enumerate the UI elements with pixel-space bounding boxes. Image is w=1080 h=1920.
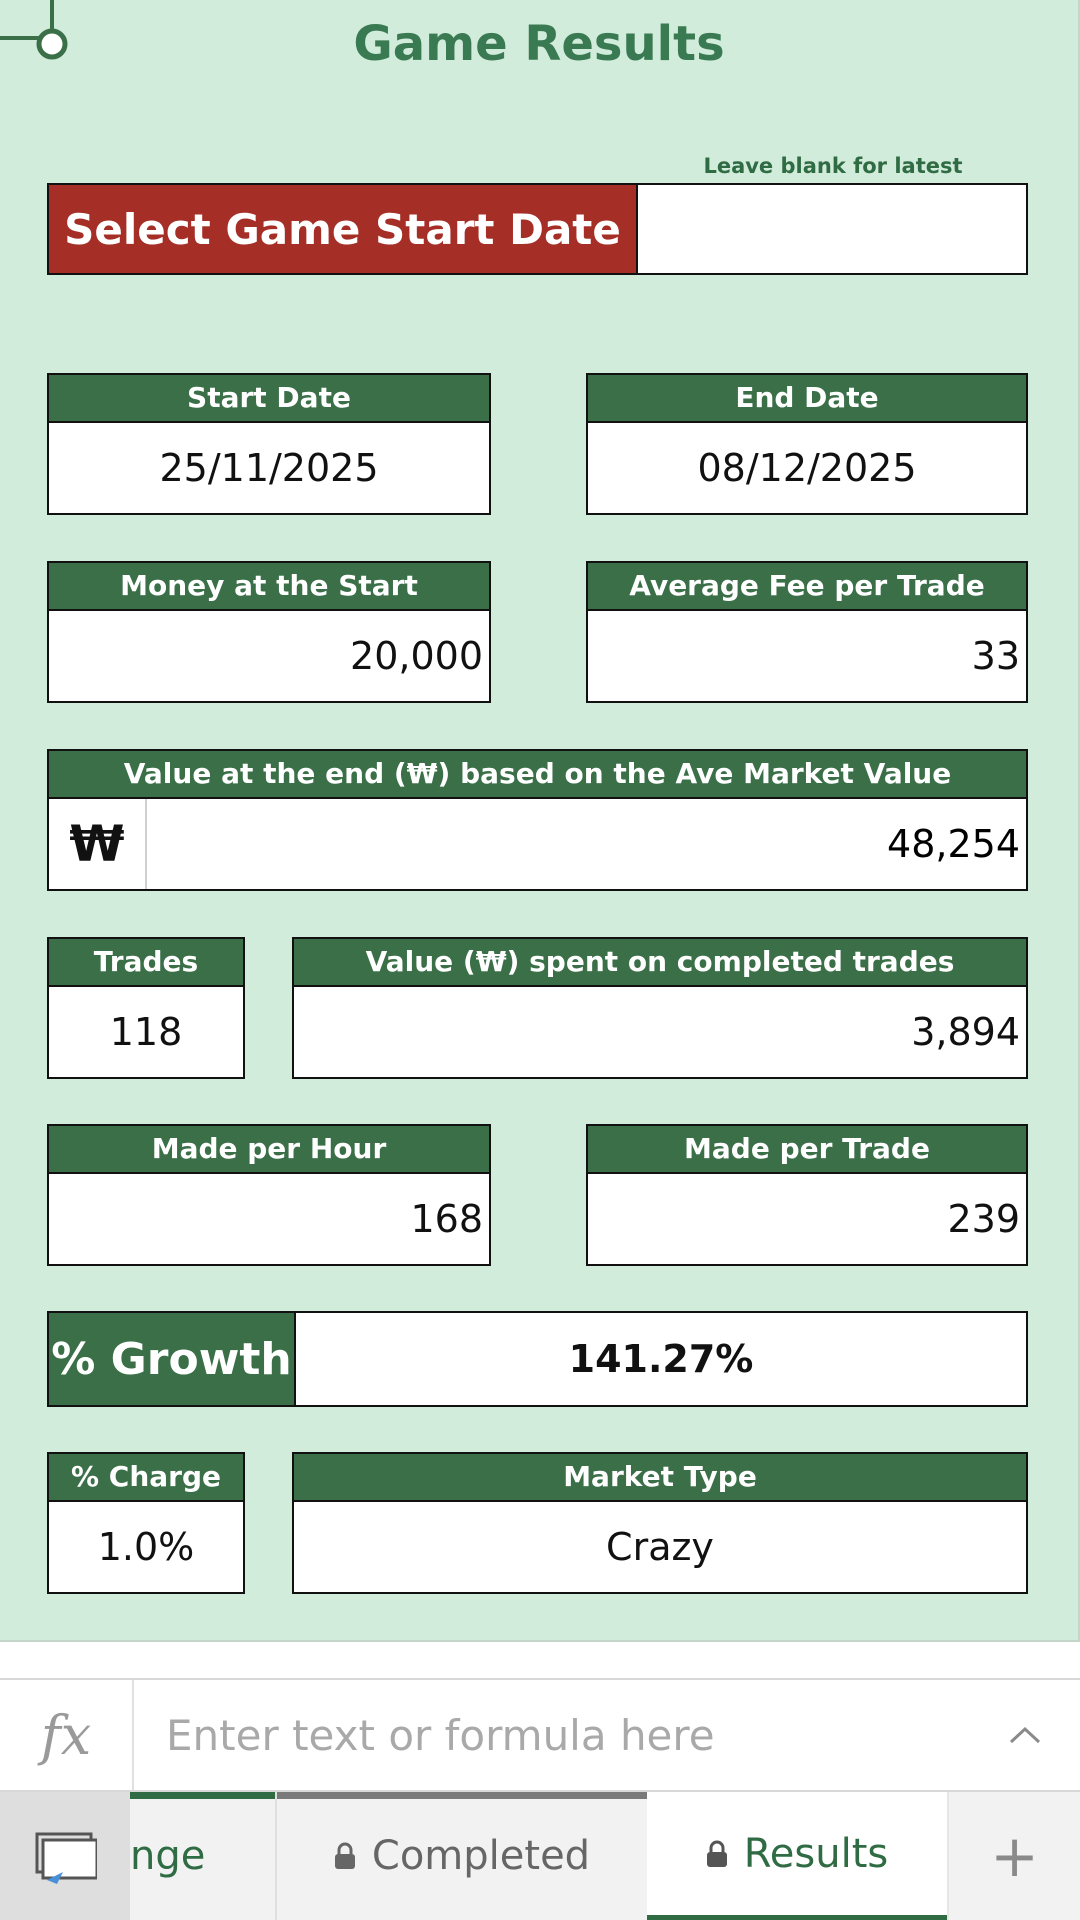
made-hour-card: Made per Hour 168	[47, 1124, 491, 1266]
end-date-card: End Date 08/12/2025	[586, 373, 1028, 515]
start-date-header: Start Date	[49, 375, 489, 423]
chevron-up-icon[interactable]	[970, 1680, 1080, 1790]
sheet-tabs: nge Completed Results +	[0, 1792, 1080, 1920]
avg-fee-card: Average Fee per Trade 33	[586, 561, 1028, 703]
growth-row: % Growth 141.27%	[47, 1311, 1028, 1407]
start-date-card: Start Date 25/11/2025	[47, 373, 491, 515]
game-start-date-selector: Select Game Start Date	[47, 183, 1028, 275]
market-type-header: Market Type	[294, 1454, 1026, 1502]
value-spent-header: Value (₩) spent on completed trades	[294, 939, 1026, 987]
start-date-value[interactable]: 25/11/2025	[159, 446, 379, 490]
tab-results-label: Results	[743, 1830, 889, 1877]
fx-icon[interactable]: fx	[0, 1680, 134, 1790]
money-start-value[interactable]: 20,000	[350, 634, 483, 678]
charge-header: % Charge	[49, 1454, 243, 1502]
tab-completed[interactable]: Completed	[275, 1792, 647, 1920]
lock-icon	[334, 1842, 356, 1870]
formula-input[interactable]	[134, 1680, 970, 1790]
value-end-value[interactable]: 48,254	[887, 822, 1020, 866]
won-symbol[interactable]: ₩	[49, 799, 147, 889]
selection-handle-icon[interactable]	[0, 0, 70, 70]
trades-value[interactable]: 118	[109, 1010, 183, 1054]
made-trade-card: Made per Trade 239	[586, 1124, 1028, 1266]
start-date-input-cell[interactable]	[638, 185, 1026, 273]
formula-bar: fx	[0, 1678, 1080, 1792]
market-type-card: Market Type Crazy	[292, 1452, 1028, 1594]
trades-card: Trades 118	[47, 937, 245, 1079]
end-date-header: End Date	[588, 375, 1026, 423]
trades-header: Trades	[49, 939, 243, 987]
lock-icon	[706, 1840, 728, 1868]
value-spent-card: Value (₩) spent on completed trades 3,89…	[292, 937, 1028, 1079]
tab-completed-label: Completed	[371, 1833, 591, 1879]
sheet-list-icon[interactable]	[0, 1792, 130, 1920]
market-type-value[interactable]: Crazy	[606, 1525, 714, 1569]
made-hour-value[interactable]: 168	[410, 1197, 483, 1241]
end-date-value[interactable]: 08/12/2025	[697, 446, 917, 490]
value-spent-value[interactable]: 3,894	[911, 1010, 1020, 1054]
money-start-card: Money at the Start 20,000	[47, 561, 491, 703]
growth-value[interactable]: 141.27%	[568, 1337, 754, 1381]
spreadsheet-area[interactable]: Game Results Leave blank for latest Sele…	[0, 0, 1080, 1642]
value-end-card: Value at the end (₩) based on the Ave Ma…	[47, 749, 1028, 891]
value-end-header: Value at the end (₩) based on the Ave Ma…	[49, 751, 1026, 799]
growth-label: % Growth	[49, 1313, 296, 1405]
charge-value[interactable]: 1.0%	[97, 1525, 195, 1569]
tab-results[interactable]: Results	[647, 1792, 947, 1920]
made-trade-value[interactable]: 239	[947, 1197, 1020, 1241]
avg-fee-header: Average Fee per Trade	[588, 563, 1026, 611]
made-hour-header: Made per Hour	[49, 1126, 489, 1174]
add-sheet-button[interactable]: +	[947, 1792, 1080, 1920]
tab-exchange[interactable]: nge	[130, 1792, 275, 1920]
hint-text: Leave blank for latest	[703, 154, 963, 178]
made-trade-header: Made per Trade	[588, 1126, 1026, 1174]
charge-card: % Charge 1.0%	[47, 1452, 245, 1594]
select-date-label: Select Game Start Date	[49, 185, 638, 273]
page-title: Game Results	[353, 16, 725, 72]
money-start-header: Money at the Start	[49, 563, 489, 611]
tab-exchange-label: nge	[130, 1833, 206, 1879]
avg-fee-value[interactable]: 33	[971, 634, 1020, 678]
